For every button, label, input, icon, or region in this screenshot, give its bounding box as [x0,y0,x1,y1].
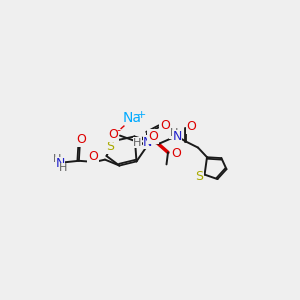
Text: N: N [172,130,182,143]
Text: O: O [171,147,181,161]
Text: S: S [106,140,114,153]
Text: O: O [160,119,170,132]
Text: -: - [117,125,121,135]
Text: N: N [55,157,65,170]
Text: N: N [143,136,153,149]
Text: O: O [148,130,158,143]
Text: O: O [76,133,86,146]
Text: O: O [187,120,196,134]
Text: +: + [137,110,147,120]
Text: H: H [59,163,68,173]
Text: O: O [88,150,98,163]
Text: H: H [170,128,178,138]
Text: S: S [195,170,203,183]
Text: O: O [109,128,118,141]
Text: Na: Na [122,111,142,124]
Text: H: H [53,154,61,164]
Text: H: H [133,137,142,148]
